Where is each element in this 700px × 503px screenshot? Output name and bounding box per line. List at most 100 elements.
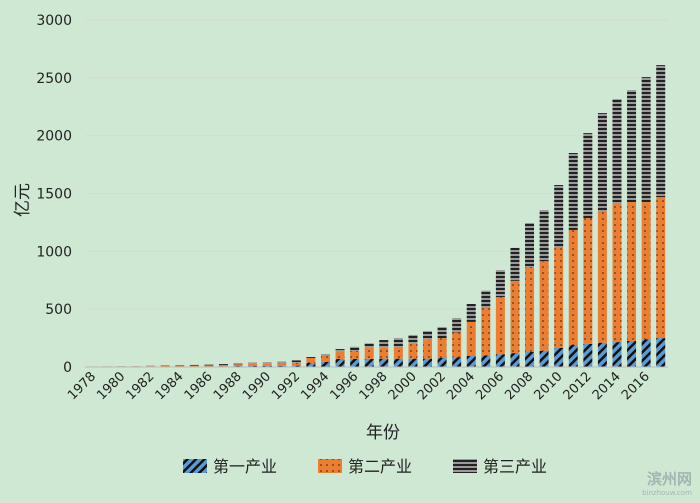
bar-segment-第一产业: [437, 357, 447, 367]
y-axis-label: 亿元: [13, 183, 33, 217]
bar-segment-第二产业: [495, 297, 505, 355]
bar-segment-第三产业: [539, 210, 549, 262]
y-tick-label: 1500: [36, 187, 72, 203]
bar-segment-第一产业: [277, 365, 287, 367]
bar-segment-第三产业: [364, 343, 374, 348]
bar-segment-第三产业: [233, 362, 243, 365]
bar-segment-第三产业: [656, 65, 666, 198]
bar-segment-第二产业: [291, 362, 301, 366]
bar-segment-第二产业: [423, 339, 433, 359]
x-tick-label: 1980: [94, 369, 128, 403]
bar-segment-第三产业: [218, 364, 228, 366]
bar-segment-第二产业: [320, 356, 330, 362]
bar-segment-第二产业: [510, 280, 520, 354]
bar-segment-第三产业: [612, 99, 622, 205]
bar-segment-第一产业: [495, 354, 505, 367]
bar-segment-第一产业: [481, 355, 491, 367]
bar-segment-第二产业: [525, 266, 535, 352]
legend-label: 第二产业: [348, 457, 412, 476]
bar-segment-第三产业: [583, 133, 593, 219]
bar-segment-第二产业: [204, 365, 214, 367]
bar-segment-第一产业: [554, 347, 564, 367]
bar-segment-第三产业: [306, 357, 316, 358]
x-tick-label: 1986: [182, 369, 216, 403]
x-tick-label: 1984: [153, 369, 187, 403]
bar-segment-第三产业: [291, 360, 301, 363]
bar-segment-第三产业: [525, 222, 535, 267]
bar-segment-第二产业: [335, 351, 345, 359]
y-tick-label: 2500: [36, 71, 72, 87]
bar-segment-第一产业: [393, 358, 403, 367]
bar-segment-第三产业: [350, 346, 360, 351]
bar-segment-第一产业: [583, 343, 593, 367]
bar-segment-第二产业: [262, 363, 272, 366]
legend-swatch: [318, 459, 342, 473]
bar-segment-第三产业: [379, 340, 389, 348]
bar-segment-第二产业: [656, 197, 666, 339]
bar-segment-第一产业: [641, 339, 651, 367]
bar-segment-第三产业: [495, 270, 505, 298]
bar-segment-第三产业: [481, 290, 491, 309]
x-tick-label: 1996: [327, 369, 361, 403]
bar-segment-第一产业: [597, 342, 607, 367]
watermark: 滨州网 binzhouw.com: [642, 468, 692, 497]
bar-segment-第二产业: [612, 204, 622, 343]
bar-segment-第二产业: [554, 247, 564, 348]
bar-segment-第三产业: [248, 362, 258, 364]
bar-segment-第一产业: [335, 358, 345, 367]
bar-segment-第二产业: [641, 202, 651, 340]
bar-segment-第二产业: [160, 365, 170, 367]
bar-segment-第一产业: [306, 362, 316, 367]
x-tick-label: 1988: [211, 369, 245, 403]
x-tick-label: 2002: [415, 369, 449, 403]
bar-segment-第一产业: [248, 365, 258, 367]
bar-segment-第三产业: [277, 361, 287, 364]
bar-segment-第二产业: [189, 365, 199, 367]
bar-segment-第二产业: [627, 202, 637, 341]
bar-segment-第二产业: [481, 308, 491, 356]
bar-segment-第三产业: [452, 318, 462, 333]
bar-segment-第二产业: [452, 332, 462, 358]
bar-segment-第三产业: [320, 354, 330, 357]
bar-segment-第一产业: [320, 361, 330, 367]
x-tick-label: 1982: [123, 369, 157, 403]
legend-label: 第一产业: [213, 457, 277, 476]
x-tick-label: 1990: [240, 369, 274, 403]
bar-segment-第一产业: [612, 342, 622, 367]
bar-segment-第三产业: [204, 364, 214, 366]
bar-segment-第二产业: [466, 321, 476, 357]
bar-segment-第一产业: [568, 345, 578, 367]
x-tick-label: 1994: [298, 369, 332, 403]
bar-segment-第三产业: [568, 153, 578, 230]
bar-segment-第二产业: [364, 347, 374, 359]
x-tick-label: 2016: [619, 369, 653, 403]
bar-segment-第二产业: [437, 338, 447, 358]
watermark-name: 滨州网: [646, 470, 692, 488]
x-tick-label: 2004: [444, 369, 478, 403]
bar-segment-第三产业: [554, 185, 564, 248]
y-tick-label: 2000: [36, 129, 72, 145]
bar-segment-第一产业: [262, 365, 272, 367]
bar-segment-第三产业: [437, 326, 447, 339]
bar-segment-第二产业: [350, 350, 360, 359]
bar-segment-第二产业: [583, 218, 593, 344]
bar-segment-第一产业: [379, 358, 389, 367]
x-tick-label: 2000: [386, 369, 420, 403]
bar-segment-第二产业: [408, 343, 418, 359]
y-tick-label: 0: [63, 360, 72, 376]
bar-segment-第一产业: [350, 358, 360, 367]
bar-segment-第一产业: [466, 356, 476, 367]
bar-segment-第一产业: [510, 353, 520, 367]
legend-swatch: [183, 459, 207, 473]
bar-segment-第一产业: [364, 358, 374, 367]
bar-segment-第一产业: [423, 358, 433, 367]
bar-segment-第一产业: [656, 338, 666, 367]
bar-segment-第三产业: [393, 338, 403, 347]
bar-segment-第三产业: [423, 331, 433, 340]
x-tick-label: 2006: [473, 369, 507, 403]
bar-segment-第二产业: [218, 365, 228, 367]
bar-segment-第二产业: [233, 364, 243, 367]
x-tick-label: 1992: [269, 369, 303, 403]
y-tick-label: 3000: [36, 13, 72, 29]
